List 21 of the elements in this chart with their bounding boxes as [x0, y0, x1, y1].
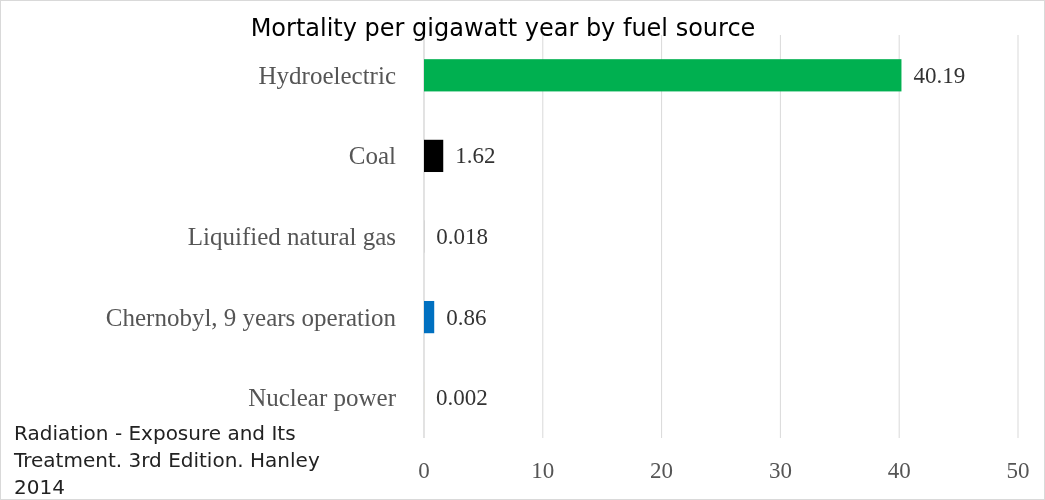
- y-tick-label: Coal: [348, 142, 397, 170]
- text: Radiation - Exposure and Its Treatment. 3rd Edition. Hanley 2014: [13, 421, 320, 499]
- data-label: 0.86: [446, 304, 487, 330]
- chart-title: Mortality per gigawatt year by fuel source: [250, 14, 756, 42]
- y-tick-label: Nuclear power: [248, 384, 397, 412]
- data-label: 1.62: [455, 143, 496, 169]
- x-tick-label: 30: [768, 457, 792, 483]
- x-tick-label: 40: [887, 457, 911, 483]
- x-tick-label: 0: [418, 457, 430, 483]
- bar: [424, 300, 435, 334]
- bar: [424, 139, 444, 173]
- y-tick-label: Chernobyl, 9 years operation: [105, 303, 397, 331]
- y-tick-label: Hydroelectric: [258, 61, 396, 89]
- y-tick-label: Liquified natural gas: [187, 223, 396, 250]
- data-label: 40.19: [913, 62, 966, 88]
- data-label: 0.002: [436, 385, 488, 411]
- x-tick-label: 50: [1006, 457, 1030, 483]
- bar: [424, 59, 902, 92]
- x-tick-label: 20: [650, 457, 674, 483]
- data-label: 0.018: [436, 224, 488, 249]
- x-tick-label: 10: [531, 457, 555, 483]
